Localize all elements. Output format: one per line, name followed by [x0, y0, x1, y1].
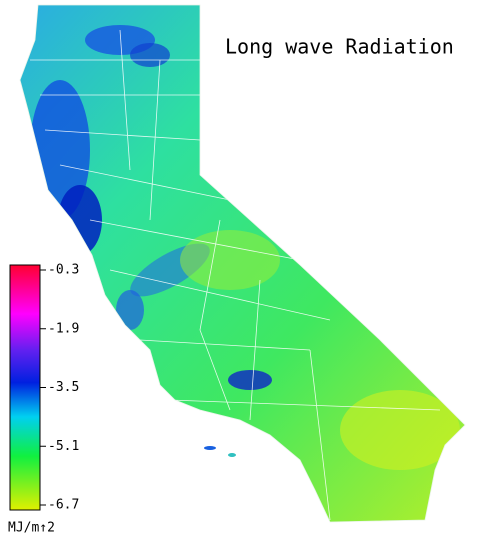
cool-region	[58, 185, 102, 255]
warm-region	[180, 230, 280, 290]
color-scale	[9, 264, 41, 511]
color-legend: MJ/m↑2 -0.3 -1.9 -3.5 -5.1 -6.7	[8, 263, 79, 536]
tick-label: -0.3	[48, 263, 79, 278]
county-lines	[30, 29, 441, 521]
tick-label: -6.7	[48, 498, 79, 513]
cool-region	[116, 290, 144, 330]
cool-region	[130, 43, 170, 67]
tick-label: -5.1	[48, 439, 79, 454]
tick-label: -3.5	[48, 380, 79, 395]
legend-unit: MJ/m↑2	[8, 521, 55, 536]
island	[228, 453, 236, 457]
state-outline	[19, 4, 466, 523]
cool-region	[228, 370, 272, 390]
map-title: Long wave Radiation	[225, 35, 454, 59]
tick-label: -1.9	[48, 321, 79, 336]
island	[204, 446, 216, 450]
